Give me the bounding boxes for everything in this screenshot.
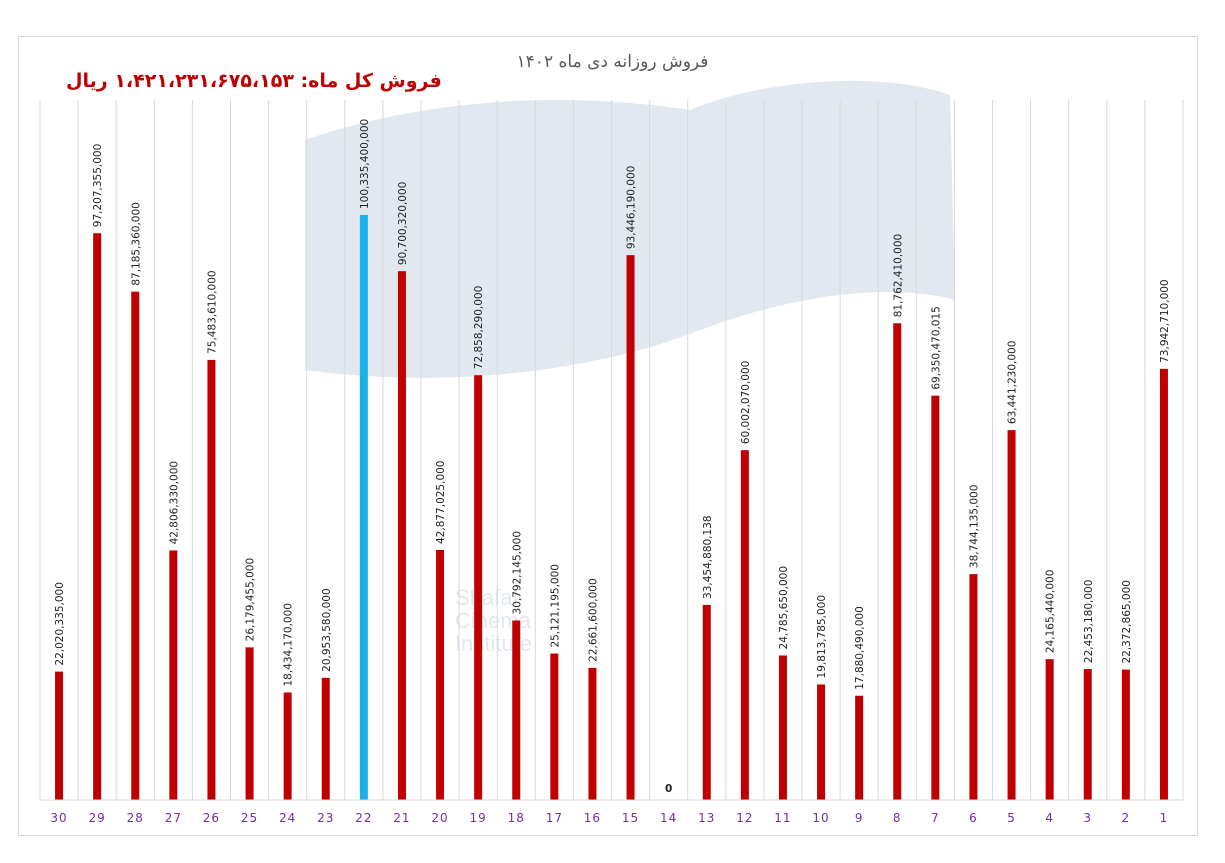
data-label-day-7: 69,350,470,015 — [930, 306, 942, 390]
tick-label-day-3: 3 — [1083, 811, 1092, 825]
data-label-day-24: 18,434,170,000 — [283, 603, 295, 687]
bar-day-4 — [1045, 659, 1054, 800]
bar-day-15 — [626, 255, 635, 800]
tick-label-day-6: 6 — [969, 811, 978, 825]
bar-day-20 — [436, 550, 445, 800]
bar-day-19 — [474, 375, 483, 800]
data-label-day-26: 75,483,610,000 — [206, 270, 218, 354]
monthly-total-label: فروش کل ماه: ۱،۴۲۱،۲۳۱،۶۷۵،۱۵۳ ریال — [66, 70, 442, 92]
tick-label-day-9: 9 — [855, 811, 864, 825]
bar-day-11 — [778, 655, 787, 800]
data-label-day-14: 0 — [665, 783, 672, 795]
tick-label-day-26: 26 — [203, 811, 220, 825]
data-label-day-10: 19,813,785,000 — [816, 595, 828, 679]
bar-day-25 — [245, 647, 254, 800]
bars — [55, 215, 1168, 801]
data-label-day-5: 63,441,230,000 — [1007, 341, 1019, 425]
bar-day-24 — [283, 692, 292, 800]
data-label-day-1: 73,942,710,000 — [1159, 279, 1171, 363]
bar-day-3 — [1083, 669, 1092, 800]
tick-label-day-30: 30 — [50, 811, 67, 825]
bar-day-18 — [512, 620, 521, 800]
data-labels: 73,942,710,000 22,372,865,000 22,453,180,0… — [54, 119, 1171, 795]
bar-day-27 — [169, 550, 178, 800]
tick-label-day-20: 20 — [431, 811, 448, 825]
tick-label-day-12: 12 — [736, 811, 753, 825]
data-label-day-16: 22,661,600,000 — [587, 578, 599, 662]
tick-label-day-7: 7 — [931, 811, 940, 825]
bar-day-9 — [855, 695, 864, 800]
data-label-day-11: 24,785,650,000 — [778, 566, 790, 650]
watermark-text-3: Institute — [455, 631, 532, 656]
bar-day-10 — [817, 684, 826, 800]
tick-label-day-18: 18 — [508, 811, 525, 825]
tick-label-day-15: 15 — [622, 811, 639, 825]
data-label-day-20: 42,877,025,000 — [435, 461, 447, 545]
data-label-day-18: 30,792,145,000 — [511, 531, 523, 615]
tick-label-day-2: 2 — [1122, 811, 1131, 825]
data-label-day-25: 26,179,455,000 — [245, 558, 257, 642]
tick-label-day-22: 22 — [355, 811, 372, 825]
data-label-day-9: 17,880,490,000 — [854, 606, 866, 690]
data-label-day-22: 100,335,400,000 — [359, 119, 371, 209]
tick-label-day-29: 29 — [89, 811, 106, 825]
bar-day-17 — [550, 653, 559, 800]
data-label-day-29: 97,207,355,000 — [92, 144, 104, 228]
data-label-day-6: 38,744,135,000 — [968, 485, 980, 569]
data-label-day-8: 81,762,410,000 — [892, 234, 904, 318]
tick-label-day-23: 23 — [317, 811, 334, 825]
bar-day-12 — [740, 450, 749, 800]
watermark-text-1: Shafaf — [455, 585, 519, 610]
bar-day-6 — [969, 574, 978, 800]
x-axis-ticks: 1234567891011121314151617181920212223242… — [50, 811, 1169, 825]
data-label-day-21: 90,700,320,000 — [397, 182, 409, 266]
bar-day-5 — [1007, 430, 1016, 800]
tick-label-day-17: 17 — [546, 811, 563, 825]
bar-day-30 — [55, 671, 64, 800]
tick-label-day-5: 5 — [1007, 811, 1016, 825]
data-label-day-12: 60,002,070,000 — [740, 361, 752, 445]
bar-day-26 — [207, 359, 216, 800]
bar-day-1 — [1159, 368, 1168, 800]
data-label-day-3: 22,453,180,000 — [1083, 580, 1095, 664]
tick-label-day-16: 16 — [584, 811, 601, 825]
data-label-day-23: 20,953,580,000 — [321, 588, 333, 672]
tick-label-day-4: 4 — [1045, 811, 1054, 825]
data-label-day-2: 22,372,865,000 — [1121, 580, 1133, 664]
data-label-day-4: 24,165,440,000 — [1045, 570, 1057, 654]
data-label-day-28: 87,185,360,000 — [130, 202, 142, 286]
bar-day-16 — [588, 667, 597, 800]
tick-label-day-24: 24 — [279, 811, 296, 825]
tick-label-day-19: 19 — [470, 811, 487, 825]
bar-day-7 — [931, 395, 940, 800]
tick-label-day-8: 8 — [893, 811, 902, 825]
data-label-day-17: 25,121,195,000 — [549, 564, 561, 648]
tick-label-day-27: 27 — [165, 811, 182, 825]
data-label-day-15: 93,446,190,000 — [626, 166, 638, 250]
tick-label-day-13: 13 — [698, 811, 715, 825]
bar-day-21 — [397, 271, 406, 801]
tick-label-day-14: 14 — [660, 811, 677, 825]
bar-day-2 — [1121, 669, 1130, 800]
tick-label-day-28: 28 — [127, 811, 144, 825]
data-label-day-30: 22,020,335,000 — [54, 582, 66, 666]
bar-day-28 — [131, 291, 140, 800]
bar-day-22 — [359, 215, 368, 800]
data-label-day-13: 33,454,880,138 — [702, 515, 714, 599]
tick-label-day-10: 10 — [812, 811, 829, 825]
bar-day-23 — [321, 677, 330, 800]
tick-label-day-1: 1 — [1160, 811, 1169, 825]
chart-title: فروش روزانه دی ماه ۱۴۰۲ — [516, 52, 709, 72]
data-label-day-27: 42,806,330,000 — [168, 461, 180, 545]
bar-day-8 — [893, 323, 902, 800]
tick-label-day-25: 25 — [241, 811, 258, 825]
gridlines — [39, 100, 1184, 800]
tick-label-day-21: 21 — [393, 811, 410, 825]
tick-label-day-11: 11 — [774, 811, 791, 825]
data-label-day-19: 72,858,290,000 — [473, 286, 485, 370]
bar-day-29 — [93, 233, 102, 800]
bar-day-13 — [702, 604, 711, 800]
film-strip-watermark — [305, 80, 955, 378]
